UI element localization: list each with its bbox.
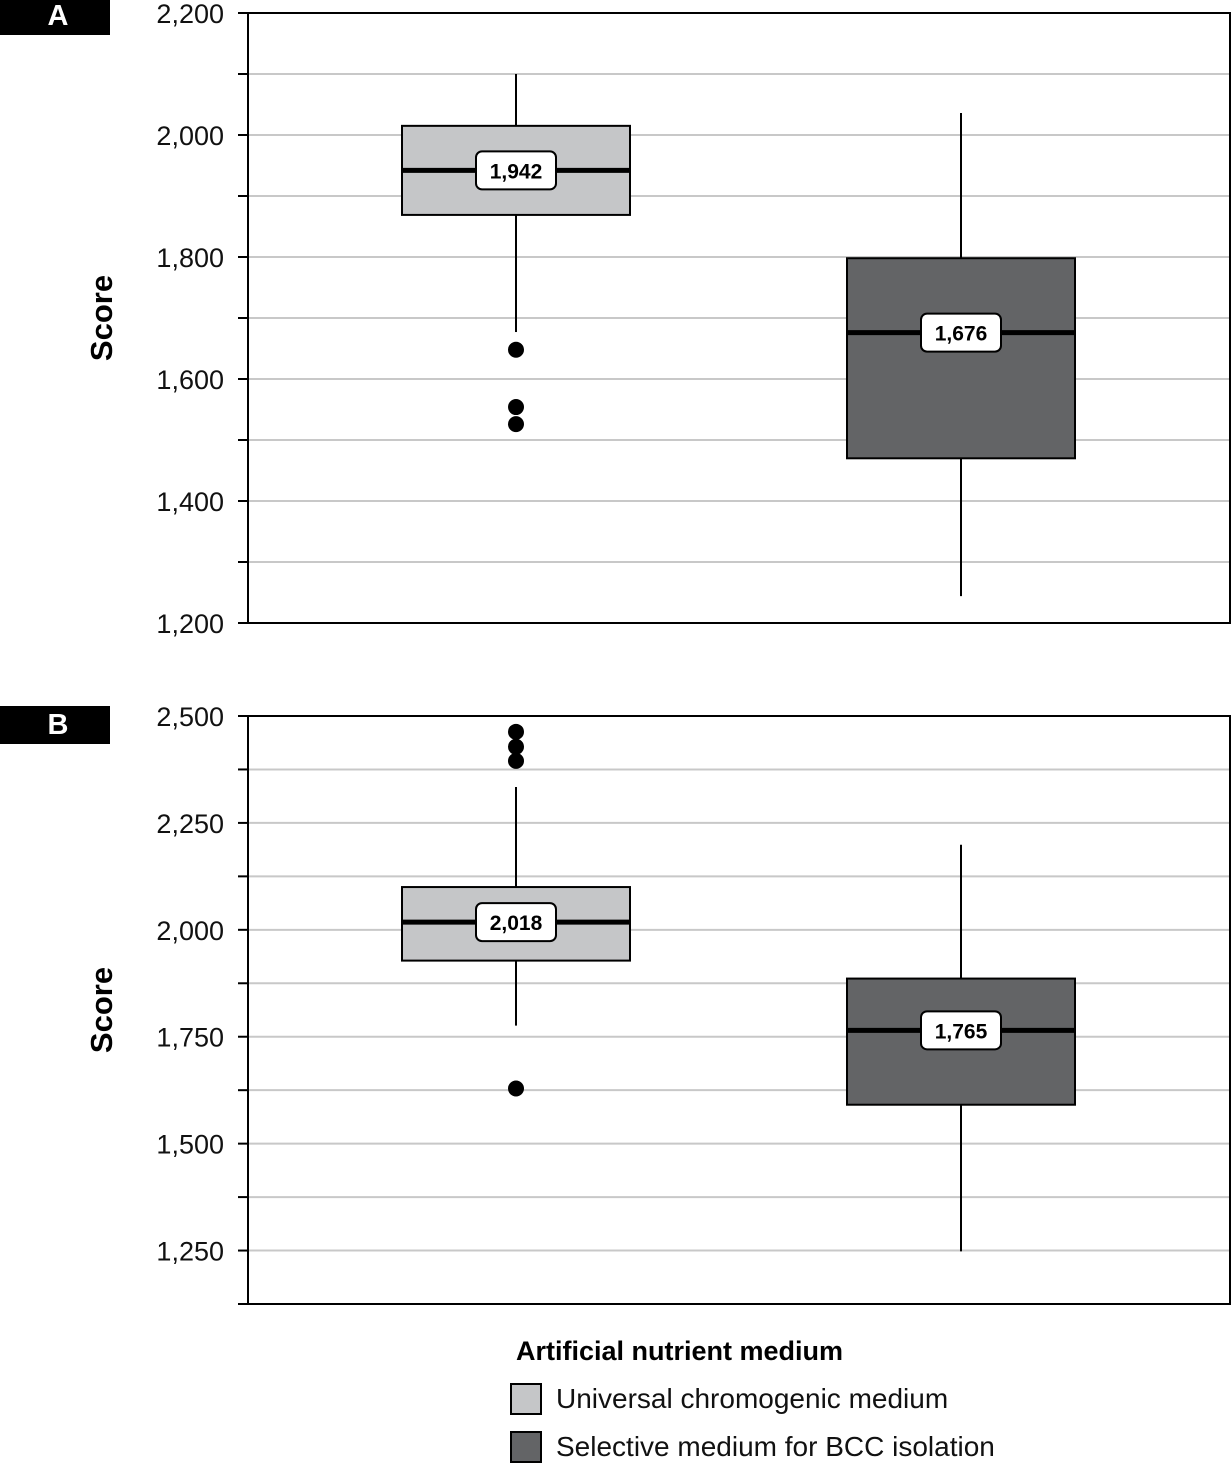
median-label-box [920,312,1002,353]
y-tick-label: 1,800 [156,243,224,273]
y-tick-label: 1,750 [156,1023,224,1053]
outlier-point [508,752,524,769]
y-axis-label: Score [84,967,119,1053]
y-tick-label: 2,000 [156,121,224,151]
y-tick-label: 2,000 [156,916,224,946]
median-label: 1,942 [490,160,543,183]
y-tick-label: 1,600 [156,365,224,395]
y-tick-label: 2,500 [156,702,224,732]
legend-label: Universal chromogenic medium [556,1383,949,1414]
outlier-point [508,723,524,740]
panel-label: B [48,709,69,741]
box-plot-figure: 1,200 1,400 1,600 1,800 2,000 2,200 Score A 1,94… [0,0,1231,1305]
outlier-point [508,416,524,433]
median-label-box [920,1010,1002,1051]
panel-label-box [0,706,110,744]
y-tick-label: 2,250 [156,809,224,839]
y-tick-label: 1,200 [156,609,224,639]
panel-label-box [0,0,110,35]
median-label: 1,676 [935,323,988,346]
median-label: 1,765 [935,1020,988,1043]
legend-swatch-universal [510,1383,542,1415]
y-tick-label: 2,200 [156,0,224,29]
y-tick-label: 1,500 [156,1130,224,1160]
legend-item-universal: Universal chromogenic medium [510,1381,995,1417]
plot-frame [247,12,1231,624]
median-label-box [475,902,557,943]
y-tick-label: 1,400 [156,487,224,517]
legend-label: Selective medium for BCC isolation [556,1431,995,1462]
legend-title: Artificial nutrient medium [516,1336,844,1366]
box [846,257,1076,460]
median-label-box [475,150,557,191]
outlier-point [508,399,524,416]
legend-swatch-selective [510,1431,542,1463]
panel-label: A [48,0,69,32]
outlier-point [508,1080,524,1097]
y-tick-label: 1,250 [156,1237,224,1267]
outlier-point [508,738,524,755]
y-axis-label: Score [84,275,119,361]
outlier-point [508,341,524,358]
plot-frame [247,715,1231,1305]
legend: Artificial nutrient medium Universal chr… [510,1336,995,1477]
legend-item-selective: Selective medium for BCC isolation [510,1429,995,1465]
median-label: 2,018 [490,912,543,935]
